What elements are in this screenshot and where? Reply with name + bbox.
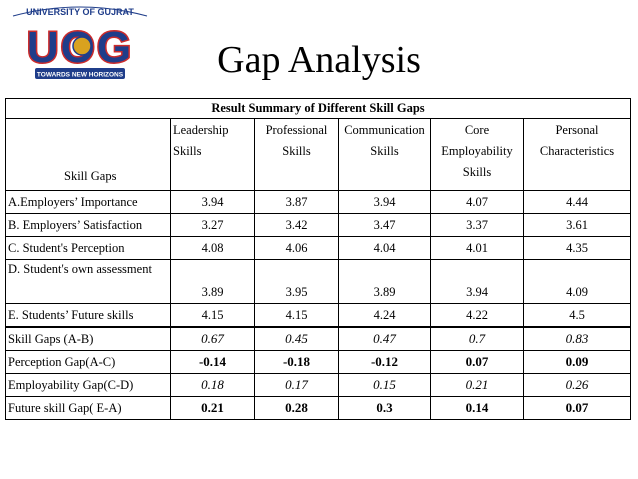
table-cell: 0.09: [523, 350, 631, 374]
table-row: B. Employers’ Satisfaction 3.27 3.42 3.4…: [5, 213, 631, 237]
logo-letters: UOG: [27, 23, 133, 72]
table-cell: 3.89: [170, 259, 255, 304]
table-cell: 3.94: [170, 190, 255, 214]
table-caption: Result Summary of Different Skill Gaps: [5, 98, 631, 119]
table-cell: 0.47: [338, 326, 431, 351]
table-cell: 4.44: [523, 190, 631, 214]
table-cell: 0.83: [523, 326, 631, 351]
table-cell: 0.07: [523, 396, 631, 420]
table-cell: 0.14: [430, 396, 524, 420]
table-cell: 0.26: [523, 373, 631, 397]
logo-tagline: TOWARDS NEW HORIZONS: [37, 72, 124, 79]
table-cell: 3.61: [523, 213, 631, 237]
row-label: A.Employers’ Importance: [5, 190, 171, 214]
table-cell: 0.67: [170, 326, 255, 351]
table-row: A.Employers’ Importance 3.94 3.87 3.94 4…: [5, 190, 631, 214]
table-cell: 0.15: [338, 373, 431, 397]
table-cell: 0.21: [170, 396, 255, 420]
row-label: C. Student's Perception: [5, 236, 171, 260]
column-header: Personal Characteristics: [523, 118, 631, 191]
table-cell: 4.06: [254, 236, 339, 260]
row-label: D. Student's own assessment: [5, 259, 171, 304]
table-row: E. Students’ Future skills 4.15 4.15 4.2…: [5, 303, 631, 328]
table-cell: 3.89: [338, 259, 431, 304]
table-cell: 3.47: [338, 213, 431, 237]
table-cell: 4.01: [430, 236, 524, 260]
row-header-label: Skill Gaps: [5, 118, 171, 191]
table-cell: 3.37: [430, 213, 524, 237]
table-cell: 4.35: [523, 236, 631, 260]
table-cell: -0.18: [254, 350, 339, 374]
table-cell: 4.08: [170, 236, 255, 260]
table-cell: 3.42: [254, 213, 339, 237]
table-cell: 0.28: [254, 396, 339, 420]
table-row: Future skill Gap( E-A) 0.21 0.28 0.3 0.1…: [5, 396, 631, 420]
table-caption-row: Result Summary of Different Skill Gaps: [5, 98, 631, 119]
column-header: Core Employability Skills: [430, 118, 524, 191]
row-label: Skill Gaps (A-B): [5, 326, 171, 351]
table-row: C. Student's Perception 4.08 4.06 4.04 4…: [5, 236, 631, 260]
table-cell: 0.3: [338, 396, 431, 420]
table-cell: -0.14: [170, 350, 255, 374]
table-cell: 3.27: [170, 213, 255, 237]
table-cell: 4.22: [430, 303, 524, 328]
table-cell: 0.17: [254, 373, 339, 397]
table-cell: 0.45: [254, 326, 339, 351]
table-cell: 4.09: [523, 259, 631, 304]
page-title: Gap Analysis: [217, 39, 421, 81]
row-label: B. Employers’ Satisfaction: [5, 213, 171, 237]
logo-top-text: UNIVERSITY OF GUJRAT: [26, 7, 134, 17]
table-cell: 0.18: [170, 373, 255, 397]
skill-gaps-table: Result Summary of Different Skill Gaps S…: [5, 98, 631, 420]
table-cell: 4.04: [338, 236, 431, 260]
table-row: Perception Gap(A-C) -0.14 -0.18 -0.12 0.…: [5, 350, 631, 374]
table-cell: 4.07: [430, 190, 524, 214]
table-row: D. Student's own assessment 3.89 3.95 3.…: [5, 259, 631, 304]
table-cell: 4.24: [338, 303, 431, 328]
table-cell: 3.95: [254, 259, 339, 304]
table-cell: 3.94: [430, 259, 524, 304]
row-label: Employability Gap(C-D): [5, 373, 171, 397]
table-cell: 4.15: [254, 303, 339, 328]
table-row: Skill Gaps (A-B) 0.67 0.45 0.47 0.7 0.83: [5, 326, 631, 351]
table-cell: -0.12: [338, 350, 431, 374]
university-logo: UNIVERSITY OF GUJRAT UOG UOG TOWARDS NEW…: [5, 4, 155, 86]
column-header: Leadership Skills: [170, 118, 255, 191]
column-header: Professional Skills: [254, 118, 339, 191]
table-cell: 3.94: [338, 190, 431, 214]
table-cell: 4.15: [170, 303, 255, 328]
row-label: Future skill Gap( E-A): [5, 396, 171, 420]
table-cell: 3.87: [254, 190, 339, 214]
table-cell: 0.21: [430, 373, 524, 397]
row-label: E. Students’ Future skills: [5, 303, 171, 328]
column-header: Communication Skills: [338, 118, 431, 191]
row-label: Perception Gap(A-C): [5, 350, 171, 374]
table-row: Employability Gap(C-D) 0.18 0.17 0.15 0.…: [5, 373, 631, 397]
table-cell: 4.5: [523, 303, 631, 328]
table-header-row: Skill Gaps Leadership Skills Professiona…: [5, 118, 631, 191]
table-cell: 0.07: [430, 350, 524, 374]
table-cell: 0.7: [430, 326, 524, 351]
